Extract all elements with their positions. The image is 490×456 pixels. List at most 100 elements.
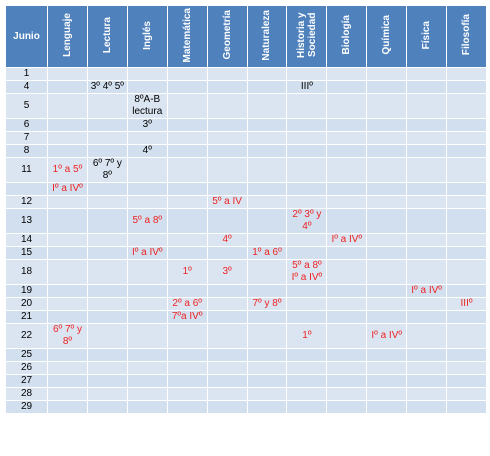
schedule-cell xyxy=(166,131,208,145)
day-cell: 13 xyxy=(5,208,48,234)
schedule-cell xyxy=(206,80,248,94)
schedule-cell xyxy=(286,144,328,158)
day-cell: 26 xyxy=(5,361,48,375)
schedule-cell: IIIº xyxy=(286,80,328,94)
schedule-cell xyxy=(86,195,128,209)
schedule-cell xyxy=(406,323,448,349)
schedule-cell xyxy=(126,297,168,311)
schedule-cell xyxy=(326,93,368,119)
schedule-cell: Iº a IVº xyxy=(126,246,168,260)
schedule-row: 28 xyxy=(5,387,487,401)
day-cell: 7 xyxy=(5,131,48,145)
schedule-cell xyxy=(47,246,88,260)
schedule-cell xyxy=(326,208,368,234)
schedule-cell xyxy=(166,144,208,158)
schedule-cell xyxy=(246,195,288,209)
schedule-cell: 3º xyxy=(126,118,168,132)
schedule-cell xyxy=(206,323,248,349)
schedule-cell xyxy=(326,348,368,362)
day-cell: 14 xyxy=(5,233,48,247)
subject-label: Matemática xyxy=(181,7,193,63)
schedule-cell xyxy=(286,297,328,311)
schedule-row: 13 5º a 8º 2º 3º y 4º xyxy=(5,208,487,234)
schedule-cell xyxy=(286,233,328,247)
schedule-cell xyxy=(446,233,487,247)
subject-header: Filosofía xyxy=(446,5,487,68)
schedule-cell xyxy=(86,361,128,375)
schedule-cell xyxy=(326,259,368,285)
schedule-cell xyxy=(246,348,288,362)
schedule-cell xyxy=(446,208,487,234)
subject-header: Geometría xyxy=(206,5,248,68)
schedule-cell xyxy=(166,182,208,196)
schedule-cell xyxy=(126,195,168,209)
schedule-cell xyxy=(406,387,448,401)
schedule-cell xyxy=(47,387,88,401)
schedule-cell xyxy=(86,67,128,81)
schedule-cell xyxy=(47,348,88,362)
schedule-row: Iº a IVº xyxy=(5,182,487,196)
schedule-cell xyxy=(47,67,88,81)
schedule-row: 21 7ºa IVº xyxy=(5,310,487,324)
schedule-cell xyxy=(326,246,368,260)
schedule-cell xyxy=(446,323,487,349)
subject-label: Química xyxy=(381,15,393,55)
schedule-cell xyxy=(366,67,408,81)
schedule-cell xyxy=(126,387,168,401)
schedule-cell xyxy=(446,144,487,158)
schedule-row: 12 5º a IV xyxy=(5,195,487,209)
schedule-cell xyxy=(166,400,208,414)
schedule-cell xyxy=(406,208,448,234)
schedule-cell xyxy=(326,310,368,324)
schedule-cell xyxy=(126,80,168,94)
schedule-cell xyxy=(286,374,328,388)
schedule-cell: 5º a 8º Iº a IVº xyxy=(286,259,328,285)
subject-header: Lectura xyxy=(86,5,128,68)
subject-header: Historia y Sociedad xyxy=(286,5,328,68)
schedule-cell xyxy=(206,374,248,388)
schedule-cell xyxy=(47,93,88,119)
day-cell: 18 xyxy=(5,259,48,285)
schedule-cell xyxy=(326,118,368,132)
schedule-cell: 5º a IV xyxy=(206,195,248,209)
schedule-cell: 1º xyxy=(286,323,328,349)
subject-header: Física xyxy=(406,5,448,68)
schedule-cell xyxy=(366,80,408,94)
schedule-cell: 7º y 8º xyxy=(246,297,288,311)
schedule-cell xyxy=(246,400,288,414)
schedule-cell xyxy=(86,144,128,158)
schedule-cell xyxy=(446,118,487,132)
schedule-cell xyxy=(366,284,408,298)
schedule-cell xyxy=(206,157,248,183)
schedule-cell xyxy=(166,80,208,94)
schedule-cell xyxy=(286,284,328,298)
schedule-cell xyxy=(86,208,128,234)
schedule-cell xyxy=(326,323,368,349)
schedule-cell xyxy=(286,387,328,401)
schedule-cell xyxy=(166,233,208,247)
schedule-cell xyxy=(246,118,288,132)
schedule-cell xyxy=(86,118,128,132)
day-cell: 15 xyxy=(5,246,48,260)
schedule-cell xyxy=(326,400,368,414)
schedule-cell: 4º xyxy=(126,144,168,158)
schedule-cell xyxy=(86,233,128,247)
schedule-cell xyxy=(366,297,408,311)
schedule-cell xyxy=(206,144,248,158)
schedule-cell xyxy=(126,310,168,324)
schedule-row: 1 xyxy=(5,67,487,81)
schedule-cell xyxy=(326,374,368,388)
subject-label: Lectura xyxy=(101,16,113,54)
schedule-cell: 8ºA-B lectura xyxy=(126,93,168,119)
schedule-row: 5 8ºA-B lectura xyxy=(5,93,487,119)
day-cell: 20 xyxy=(5,297,48,311)
schedule-cell: 5º a 8º xyxy=(126,208,168,234)
schedule-cell xyxy=(246,323,288,349)
schedule-cell xyxy=(166,93,208,119)
day-cell: 19 xyxy=(5,284,48,298)
day-cell: 4 xyxy=(5,80,48,94)
schedule-cell xyxy=(47,195,88,209)
schedule-cell: 1º a 6º xyxy=(246,246,288,260)
schedule-cell xyxy=(86,323,128,349)
schedule-cell xyxy=(126,182,168,196)
